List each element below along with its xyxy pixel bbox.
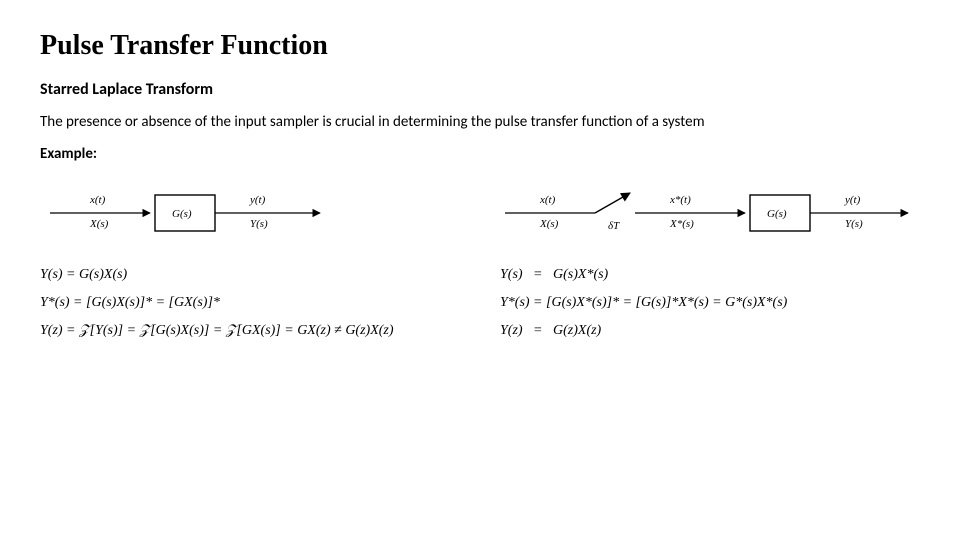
body-text: The presence or absence of the input sam… <box>40 113 920 131</box>
right-block-label: G(s) <box>767 208 787 220</box>
right-input-top: x(t) <box>539 194 556 206</box>
example-label: Example: <box>40 145 920 163</box>
left-block-label: G(s) <box>172 208 192 220</box>
right-block-diagram: x(t) X(s) δT x*(t) X*(s) G(s) y(t) Y(s) <box>500 173 920 243</box>
right-eq3: Y(z) = G(z)X(z) <box>500 323 920 339</box>
left-output-top: y(t) <box>249 194 266 206</box>
left-block-diagram: x(t) X(s) G(s) y(t) Y(s) <box>40 173 460 243</box>
right-after-sampler-bot: X*(s) <box>669 218 694 230</box>
two-column-layout: x(t) X(s) G(s) y(t) Y(s) Y(s) = G(s)X(s)… <box>40 173 920 351</box>
left-input-top: x(t) <box>89 194 106 206</box>
left-input-bot: X(s) <box>89 218 109 230</box>
section-subtitle: Starred Laplace Transform <box>40 80 920 99</box>
right-output-top: y(t) <box>844 194 861 206</box>
right-column: x(t) X(s) δT x*(t) X*(s) G(s) y(t) Y(s) … <box>500 173 920 351</box>
left-eq1: Y(s) = G(s)X(s) <box>40 267 460 283</box>
page-title: Pulse Transfer Function <box>40 30 920 62</box>
right-eq2: Y*(s) = [G(s)X*(s)]* = [G(s)]*X*(s) = G*… <box>500 295 920 311</box>
left-eq3: Y(z) = 𝒵[Y(s)] = 𝒵[G(s)X(s)] = 𝒵[GX(s)] … <box>40 323 460 339</box>
right-output-bot: Y(s) <box>845 218 863 230</box>
right-after-sampler-top: x*(t) <box>669 194 691 206</box>
left-column: x(t) X(s) G(s) y(t) Y(s) Y(s) = G(s)X(s)… <box>40 173 460 351</box>
right-input-bot: X(s) <box>539 218 559 230</box>
left-eq2: Y*(s) = [G(s)X(s)]* = [GX(s)]* <box>40 295 460 311</box>
right-sampler-label: δT <box>608 220 620 232</box>
right-eq1: Y(s) = G(s)X*(s) <box>500 267 920 283</box>
left-output-bot: Y(s) <box>250 218 268 230</box>
